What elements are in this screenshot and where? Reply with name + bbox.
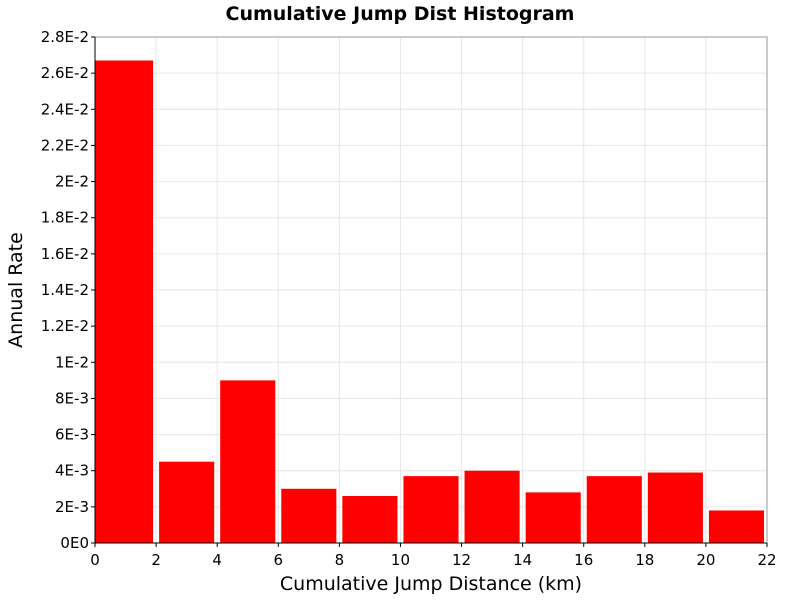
histogram-bar <box>159 461 215 543</box>
histogram-bar <box>708 510 764 543</box>
histogram-bar <box>403 476 459 543</box>
y-tick-label: 6E-3 <box>55 426 89 444</box>
y-axis-label: Annual Rate <box>5 232 27 348</box>
chart-title: Cumulative Jump Dist Histogram <box>226 3 575 25</box>
histogram-bar <box>647 472 703 543</box>
y-tick-label: 1E-2 <box>55 353 89 371</box>
x-tick-label: 14 <box>513 551 532 569</box>
y-tick-label: 2E-3 <box>55 498 89 516</box>
y-tick-label: 2.4E-2 <box>41 100 89 118</box>
y-tick-label: 1.6E-2 <box>41 245 89 263</box>
histogram-bar <box>281 488 337 543</box>
histogram-bar <box>464 470 520 543</box>
y-tick-label: 2E-2 <box>55 173 89 191</box>
x-tick-label: 10 <box>391 551 410 569</box>
y-tick-label: 1.8E-2 <box>41 209 89 227</box>
x-axis-label: Cumulative Jump Distance (km) <box>280 573 582 595</box>
y-tick-label: 8E-3 <box>55 389 89 407</box>
histogram-bar <box>220 380 276 543</box>
x-tick-label: 18 <box>635 551 654 569</box>
histogram-bar <box>95 60 154 543</box>
histogram-bar <box>586 476 642 543</box>
histogram-bar <box>525 492 581 543</box>
y-axis-ticks: 0E0 2E-3 4E-3 6E-3 8E-3 1E-2 1.2E-2 1.4E-2 1.6E-… <box>41 28 95 552</box>
y-tick-label: 2.8E-2 <box>41 28 89 46</box>
x-tick-label: 16 <box>574 551 593 569</box>
x-tick-label: 8 <box>335 551 345 569</box>
y-tick-label: 1.4E-2 <box>41 281 89 299</box>
y-tick-label: 2.6E-2 <box>41 64 89 82</box>
grid <box>94 36 768 544</box>
x-tick-label: 4 <box>212 551 222 569</box>
histogram-bar <box>342 496 398 543</box>
bars <box>95 60 764 543</box>
x-tick-label: 20 <box>696 551 715 569</box>
x-tick-label: 12 <box>452 551 471 569</box>
x-tick-label: 2 <box>151 551 161 569</box>
y-tick-label: 2.2E-2 <box>41 136 89 154</box>
y-tick-label: 0E0 <box>60 534 89 552</box>
y-tick-label: 4E-3 <box>55 462 89 480</box>
x-tick-label: 22 <box>757 551 776 569</box>
x-tick-label: 0 <box>90 551 100 569</box>
x-axis-ticks: 0 2 4 6 8 10 12 14 16 18 20 22 <box>90 543 777 569</box>
y-tick-label: 1.2E-2 <box>41 317 89 335</box>
x-tick-label: 6 <box>273 551 283 569</box>
